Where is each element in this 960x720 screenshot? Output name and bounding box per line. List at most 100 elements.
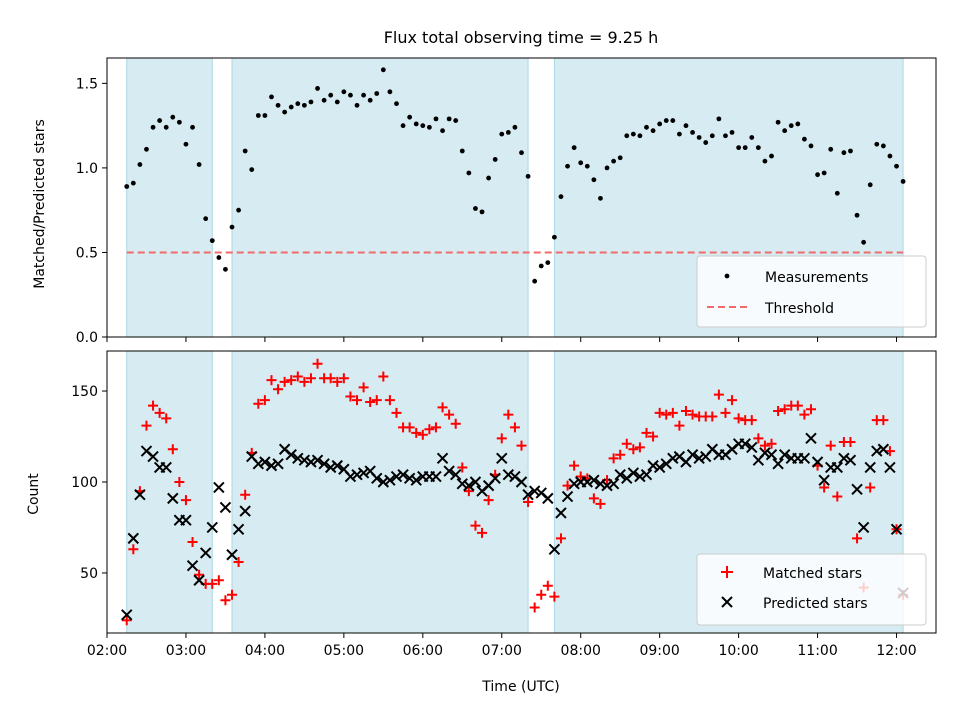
measurement-point — [301, 102, 307, 108]
matched-star-point — [371, 395, 382, 406]
predicted-star-point — [127, 532, 140, 545]
predicted-star-point — [798, 452, 811, 465]
matched-star-point — [470, 520, 481, 531]
predicted-star-point — [344, 470, 357, 483]
y-tick-label: 150 — [71, 384, 98, 400]
predicted-star-point — [449, 469, 462, 481]
predicted-star-point — [463, 479, 475, 492]
measurement-point — [657, 121, 663, 127]
predicted-star-point — [739, 438, 751, 450]
measurement-point — [236, 207, 241, 213]
measurement-point — [716, 116, 722, 122]
measurement-point — [551, 234, 557, 240]
measurement-point — [598, 195, 603, 201]
measurement-point — [788, 123, 794, 129]
matched-star-point — [509, 422, 520, 433]
predicted-star-point — [746, 441, 758, 454]
predicted-star-point — [371, 472, 383, 485]
predicted-star-point — [259, 456, 271, 468]
legend-x-marker — [721, 596, 733, 608]
predicted-star-point — [851, 483, 863, 495]
measurement-point — [808, 143, 814, 149]
x-tick-label: 12:00 — [876, 643, 916, 659]
measurement-point — [433, 116, 439, 122]
x-tick-label: 10:00 — [718, 643, 758, 659]
predicted-star-point — [528, 485, 541, 497]
predicted-star-point — [864, 461, 876, 474]
measurement-point — [255, 113, 261, 118]
matched-star-point — [878, 415, 889, 426]
measurement-point — [762, 158, 768, 164]
matched-star-point — [707, 411, 718, 422]
measurement-point — [275, 102, 281, 108]
measurement-point — [262, 113, 268, 118]
measurement-point — [157, 118, 163, 123]
matched-star-point — [667, 407, 678, 418]
matched-star-point — [411, 427, 422, 438]
measurement-point — [130, 180, 136, 186]
matched-star-point — [845, 436, 856, 447]
matched-star-point — [167, 444, 178, 455]
measurement-point — [624, 133, 630, 139]
matched-star-point — [180, 495, 191, 506]
matched-star-point — [259, 395, 270, 406]
measurement-point — [519, 150, 524, 156]
matched-star-point — [404, 422, 415, 433]
measurement-point — [321, 97, 327, 103]
top-legend: Measurements Threshold — [696, 255, 927, 328]
predicted-star-point — [890, 523, 903, 536]
measurement-point — [769, 153, 774, 159]
matched-star-point — [273, 384, 284, 395]
measurement-point — [163, 124, 169, 130]
x-tick-label: 09:00 — [639, 643, 679, 659]
matched-star-point — [121, 615, 132, 626]
measurement-point — [334, 99, 340, 105]
measurement-point — [249, 167, 255, 173]
matched-star-point — [148, 400, 159, 411]
predicted-star-point — [805, 432, 817, 445]
matched-star-point — [174, 476, 185, 487]
measurement-point — [209, 238, 215, 244]
matched-star-point — [753, 433, 764, 444]
matched-star-point — [529, 602, 540, 613]
matched-star-point — [595, 498, 606, 509]
predicted-star-point — [581, 476, 594, 488]
predicted-star-point — [226, 549, 238, 561]
matched-star-point — [805, 404, 816, 415]
measurement-point — [348, 92, 353, 98]
measurement-point — [512, 124, 518, 130]
matched-star-point — [661, 409, 672, 420]
measurement-point — [288, 104, 294, 110]
matched-star-point — [615, 449, 626, 460]
legend-measurements-label: Measurements — [765, 270, 868, 286]
measurement-point — [407, 114, 413, 120]
measurement-point — [630, 131, 636, 137]
predicted-star-point — [502, 469, 515, 481]
measurement-point — [315, 86, 320, 91]
matched-star-point — [766, 438, 777, 449]
measurement-point — [703, 140, 709, 145]
measurement-point — [834, 190, 840, 196]
matched-star-point — [286, 375, 297, 386]
predicted-star-point — [324, 461, 337, 474]
top-y-axis-label: Matched/Predicted stars — [32, 119, 48, 289]
chart-title: Flux total observing time = 9.25 h — [384, 28, 659, 47]
measurement-point — [874, 141, 880, 147]
predicted-star-point — [489, 472, 501, 485]
matched-star-point — [884, 446, 895, 457]
measurement-point — [361, 92, 366, 98]
predicted-star-point — [305, 456, 317, 468]
legend-predicted-label: Predicted stars — [763, 596, 868, 612]
measurement-point — [394, 101, 399, 107]
predicted-star-point — [759, 447, 771, 459]
matched-star-point — [628, 444, 639, 455]
matched-star-point — [437, 402, 448, 413]
x-axis-label: Time (UTC) — [481, 679, 559, 695]
measurement-point — [420, 123, 426, 129]
matched-star-point — [832, 491, 843, 502]
measurement-point — [242, 148, 248, 154]
predicted-star-point — [555, 507, 567, 519]
matched-star-point — [713, 389, 724, 400]
y-tick-label: 1.5 — [76, 76, 98, 92]
matched-star-point — [424, 424, 435, 435]
